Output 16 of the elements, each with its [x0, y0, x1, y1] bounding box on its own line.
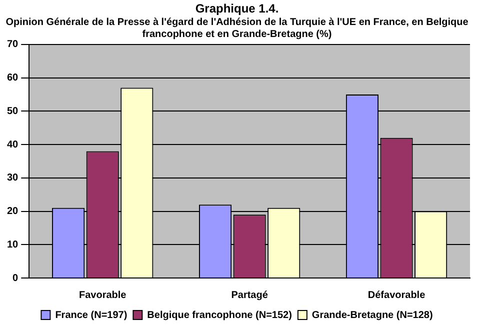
x-tick-label: Défavorable: [368, 290, 426, 301]
y-tick-label: 60: [7, 72, 19, 84]
legend-label: Grande-Bretagne (N=128): [312, 310, 433, 321]
y-tick-label: 0: [12, 272, 19, 284]
y-tick-label: 30: [7, 172, 19, 184]
legend-label: Belgique francophone (N=152): [147, 310, 292, 321]
x-tick-label: Partagé: [231, 290, 268, 301]
y-tick-label: 40: [7, 139, 19, 150]
y-tick-label: 10: [7, 239, 19, 250]
x-tick-label: Favorable: [78, 290, 127, 301]
legend-label: France (N=197): [55, 310, 128, 321]
y-tick-label: 20: [7, 206, 19, 218]
y-tick-label: 50: [7, 106, 19, 117]
y-tick-label: 70: [7, 39, 19, 50]
chart-title: Graphique 1.4.: [195, 2, 279, 16]
chart-subtitle: Opinion Générale de la Presse à l'égard de l'Adhésion de la Turquie à l'UE en France, en Belgique francophone et en Grande-Bretagne (%): [6, 17, 469, 40]
